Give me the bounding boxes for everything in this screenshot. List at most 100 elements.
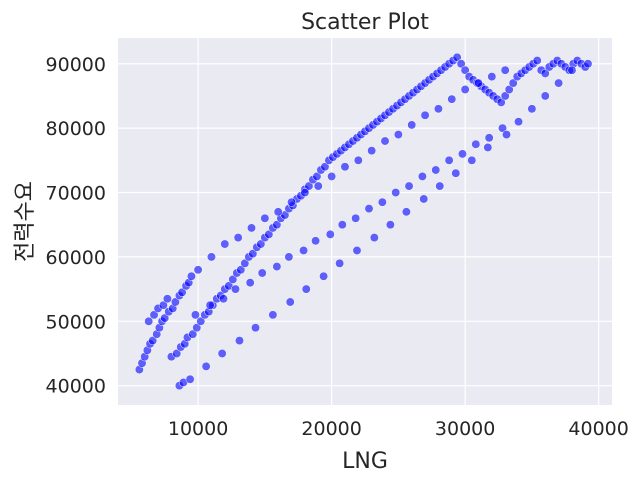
scatter-point [247, 223, 256, 233]
scatter-point [158, 300, 168, 310]
scatter-point [380, 136, 390, 146]
x-tick-labels: 10000 20000 30000 40000 [168, 418, 629, 440]
scatter-point [231, 284, 240, 294]
scatter-point [385, 220, 395, 230]
scatter-point [251, 323, 260, 333]
scatter-point [205, 300, 215, 310]
scatter-point [452, 52, 462, 62]
scatter-point [325, 229, 335, 239]
scatter-point [188, 329, 198, 339]
scatter-point [190, 310, 200, 320]
scatter-point [148, 336, 158, 346]
scatter-point [245, 278, 255, 288]
scatter-point [257, 268, 267, 278]
scatter-point [471, 139, 481, 149]
scatter-point [419, 194, 429, 204]
scatter-point [431, 165, 441, 175]
scatter-point [240, 258, 250, 268]
y-tick-label: 50000 [46, 311, 106, 333]
scatter-point [335, 258, 345, 268]
scatter-point [393, 130, 403, 140]
scatter-point [340, 162, 350, 172]
scatter-point [236, 265, 246, 275]
scatter-point [300, 188, 310, 197]
scatter-point [260, 213, 270, 223]
scatter-point [327, 171, 337, 181]
scatter-point [401, 207, 411, 217]
scatter-point [352, 246, 362, 255]
scatter-point [417, 171, 427, 181]
scatter-point [337, 220, 347, 230]
scatter-point [369, 233, 379, 243]
scatter-point [217, 349, 227, 358]
x-tick-label: 10000 [168, 418, 228, 440]
scatter-point [504, 85, 514, 94]
scatter-point [456, 59, 466, 69]
scatter-point [285, 297, 295, 307]
scatter-point [540, 68, 550, 78]
y-tick-label: 70000 [46, 183, 106, 205]
scatter-point [162, 294, 172, 304]
scatter-point [284, 252, 294, 262]
x-axis-label: LNG [342, 449, 388, 474]
scatter-point [496, 97, 506, 107]
scatter-point [186, 271, 196, 281]
scatter-point [474, 78, 483, 88]
scatter-point [228, 274, 238, 284]
y-tick-label: 80000 [46, 118, 106, 140]
scatter-point [554, 78, 564, 88]
scatter-point [500, 65, 510, 75]
scatter-point [196, 316, 206, 326]
scatter-point [435, 181, 445, 191]
scatter-point [502, 130, 511, 140]
scatter-point [508, 78, 518, 88]
scatter-point [185, 374, 195, 384]
scatter-point [264, 229, 274, 239]
scatter-point [404, 181, 414, 191]
scatter-point [311, 236, 321, 246]
scatter-point [235, 336, 244, 346]
scatter-point [248, 249, 258, 259]
scatter-point [447, 94, 457, 104]
scatter-point [201, 361, 211, 371]
scatter-point [219, 294, 228, 304]
scatter-point [319, 271, 329, 281]
scatter-point [207, 252, 216, 262]
scatter-point [484, 133, 494, 143]
scatter-point [287, 197, 297, 207]
scatter-point [458, 149, 467, 159]
scatter-point [500, 91, 510, 101]
scatter-point [233, 233, 243, 243]
x-gridlines [197, 38, 600, 405]
x-tick-label: 30000 [435, 418, 495, 440]
scatter-point [467, 155, 477, 165]
scatter-point [256, 239, 266, 249]
scatter-point [304, 181, 314, 191]
scatter-point [567, 65, 577, 75]
scatter-point [451, 168, 461, 178]
scatter-points [134, 52, 593, 391]
scatter-point [444, 155, 454, 165]
scatter-point [583, 59, 593, 69]
scatter-point [433, 104, 443, 114]
y-tick-label: 60000 [46, 247, 106, 269]
scatter-point [313, 181, 323, 191]
scatter-point [351, 213, 361, 223]
scatter-point [192, 323, 202, 333]
scatter-point [460, 65, 470, 75]
scatter-point [193, 265, 203, 275]
plot-area [118, 38, 612, 405]
scatter-point [149, 310, 159, 320]
scatter-point [353, 155, 363, 165]
scatter-point [540, 91, 550, 101]
scatter-point [483, 143, 493, 152]
scatter-point [487, 72, 497, 82]
scatter-point [172, 349, 182, 358]
scatter-point [514, 117, 523, 127]
scatter-point [527, 104, 537, 114]
scatter-point [301, 284, 311, 294]
scatter-point [177, 287, 187, 297]
scatter-point [377, 197, 387, 207]
scatter-point [170, 297, 180, 307]
y-axis-label: 전력수요 [13, 181, 38, 262]
